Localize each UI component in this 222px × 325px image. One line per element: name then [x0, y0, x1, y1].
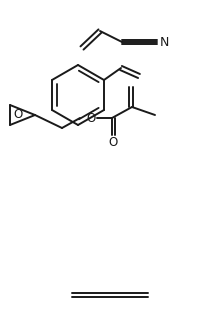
Text: O: O [86, 111, 96, 124]
Text: O: O [108, 136, 118, 149]
Text: O: O [13, 109, 23, 122]
Text: N: N [159, 35, 169, 48]
